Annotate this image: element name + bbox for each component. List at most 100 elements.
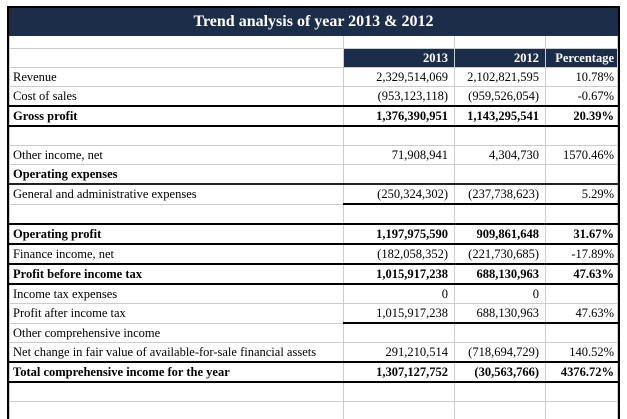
column-header-2012[interactable]: 2012 [454,48,546,68]
blank-cell[interactable] [343,125,455,146]
cell-percentage[interactable] [544,164,619,185]
column-header-percentage[interactable]: Percentage [544,48,619,68]
cell-percentage[interactable] [544,283,619,304]
table-row-total: Gross profit 1,376,390,951 1,143,295,541… [9,105,619,127]
blank-cell[interactable] [454,401,546,419]
cell-2013[interactable]: 1,015,917,238 [343,303,455,324]
row-label[interactable]: Profit before income tax [9,263,344,285]
cell-2012[interactable]: (718,694,729) [454,342,546,363]
table-row-total: Profit before income tax 1,015,917,238 6… [9,263,619,285]
cell-percentage[interactable] [544,322,619,343]
cell-2012[interactable]: 0 [454,283,546,304]
blank-cell[interactable] [9,125,344,146]
cell-2012[interactable]: (221,730,685) [454,243,546,265]
trend-analysis-table: Trend analysis of year 2013 & 2012 2013 … [8,8,619,419]
cell-2013[interactable]: (250,324,302) [343,183,455,205]
cell-percentage[interactable]: 1570.46% [544,145,619,165]
cell-2012[interactable]: 4,304,730 [454,145,546,165]
cell-2012[interactable] [454,164,546,185]
cell-percentage[interactable]: 47.63% [544,303,619,324]
row-label[interactable]: Other comprehensive income [9,322,344,343]
row-label[interactable]: Profit after income tax [9,303,344,324]
cell-2012[interactable]: (959,526,054) [454,86,546,107]
cell-2013[interactable]: 291,210,514 [343,342,455,363]
blank-cell[interactable] [343,401,455,419]
cell-2012[interactable]: 909,861,648 [454,223,546,245]
blank-cell[interactable] [9,381,344,402]
row-label[interactable]: Operating profit [9,223,344,245]
blank-cell[interactable] [454,381,546,402]
table-row: Net change in fair value of available-fo… [9,342,619,363]
table-row-section: Operating expenses [9,164,619,185]
blank-cell[interactable] [454,125,546,146]
cell-2013[interactable]: (953,123,118) [343,86,455,107]
blank-cell[interactable] [544,401,619,419]
cell-2012[interactable]: 688,130,963 [454,303,546,324]
cell-2013[interactable] [343,164,455,185]
cell-percentage[interactable]: -17.89% [544,243,619,265]
blank-cell[interactable] [343,203,455,225]
cell-2012[interactable]: (30,563,766) [454,361,546,383]
cell-2012[interactable]: (237,738,623) [454,183,546,205]
cell-percentage[interactable]: 140.52% [544,342,619,363]
blank-row [9,35,619,49]
row-label[interactable]: Gross profit [9,105,344,127]
row-label[interactable]: Operating expenses [9,164,344,185]
title-row: Trend analysis of year 2013 & 2012 [8,8,619,36]
cell-percentage[interactable]: 20.39% [544,105,619,127]
blank-cell[interactable] [454,203,546,225]
row-label[interactable]: Total comprehensive income for the year [9,361,344,383]
cell-2012[interactable]: 688,130,963 [454,263,546,285]
blank-cell[interactable] [343,381,455,402]
row-label[interactable]: General and administrative expenses [9,183,344,205]
cell-2013[interactable] [343,322,455,343]
blank-cell[interactable] [544,203,619,225]
row-label[interactable]: Finance income, net [9,243,344,265]
cell-percentage[interactable]: 4376.72% [544,361,619,383]
table-row: Profit after income tax 1,015,917,238 68… [9,303,619,324]
table-row: Other income, net 71,908,941 4,304,730 1… [9,145,619,165]
cell-2013[interactable]: 1,197,975,590 [343,223,455,245]
table-row: General and administrative expenses (250… [9,183,619,205]
table-row: Finance income, net (182,058,352) (221,7… [9,243,619,265]
row-label[interactable]: Cost of sales [9,86,344,107]
table-title[interactable]: Trend analysis of year 2013 & 2012 [8,8,619,36]
blank-cell[interactable] [544,35,619,49]
blank-cell[interactable] [343,35,455,49]
blank-cell[interactable] [544,381,619,402]
table-row-section: Other comprehensive income [9,322,619,343]
blank-cell[interactable] [9,203,344,225]
row-label[interactable]: Net change in fair value of available-fo… [9,342,344,363]
cell-2012[interactable]: 2,102,821,595 [454,67,546,87]
cell-percentage[interactable]: 31.67% [544,223,619,245]
cell-2013[interactable]: 2,329,514,069 [343,67,455,87]
row-label[interactable]: Other income, net [9,145,344,165]
table-row-total: Operating profit 1,197,975,590 909,861,6… [9,223,619,245]
cell-percentage[interactable]: -0.67% [544,86,619,107]
blank-cell[interactable] [9,48,344,68]
column-header-row: 2013 2012 Percentage [9,48,619,68]
cell-2013[interactable]: 1,307,127,752 [343,361,455,383]
column-header-2013[interactable]: 2013 [343,48,455,68]
cell-percentage[interactable]: 47.63% [544,263,619,285]
cell-2013[interactable]: 0 [343,283,455,304]
row-label[interactable]: Income tax expenses [9,283,344,304]
cell-percentage[interactable]: 10.78% [544,67,619,87]
cell-2012[interactable]: 1,143,295,541 [454,105,546,127]
cell-2013[interactable]: 1,376,390,951 [343,105,455,127]
blank-row [9,381,619,402]
table-row: Income tax expenses 0 0 [9,283,619,304]
row-label[interactable]: Revenue [9,67,344,87]
blank-cell[interactable] [544,125,619,146]
blank-cell[interactable] [454,35,546,49]
cell-percentage[interactable]: 5.29% [544,183,619,205]
cell-2013[interactable]: 71,908,941 [343,145,455,165]
cell-2013[interactable]: 1,015,917,238 [343,263,455,285]
blank-cell[interactable] [9,35,344,49]
blank-row [9,203,619,225]
table-row: Cost of sales (953,123,118) (959,526,054… [9,86,619,107]
cell-2013[interactable]: (182,058,352) [343,243,455,265]
blank-cell[interactable] [9,401,344,419]
cell-2012[interactable] [454,322,546,343]
